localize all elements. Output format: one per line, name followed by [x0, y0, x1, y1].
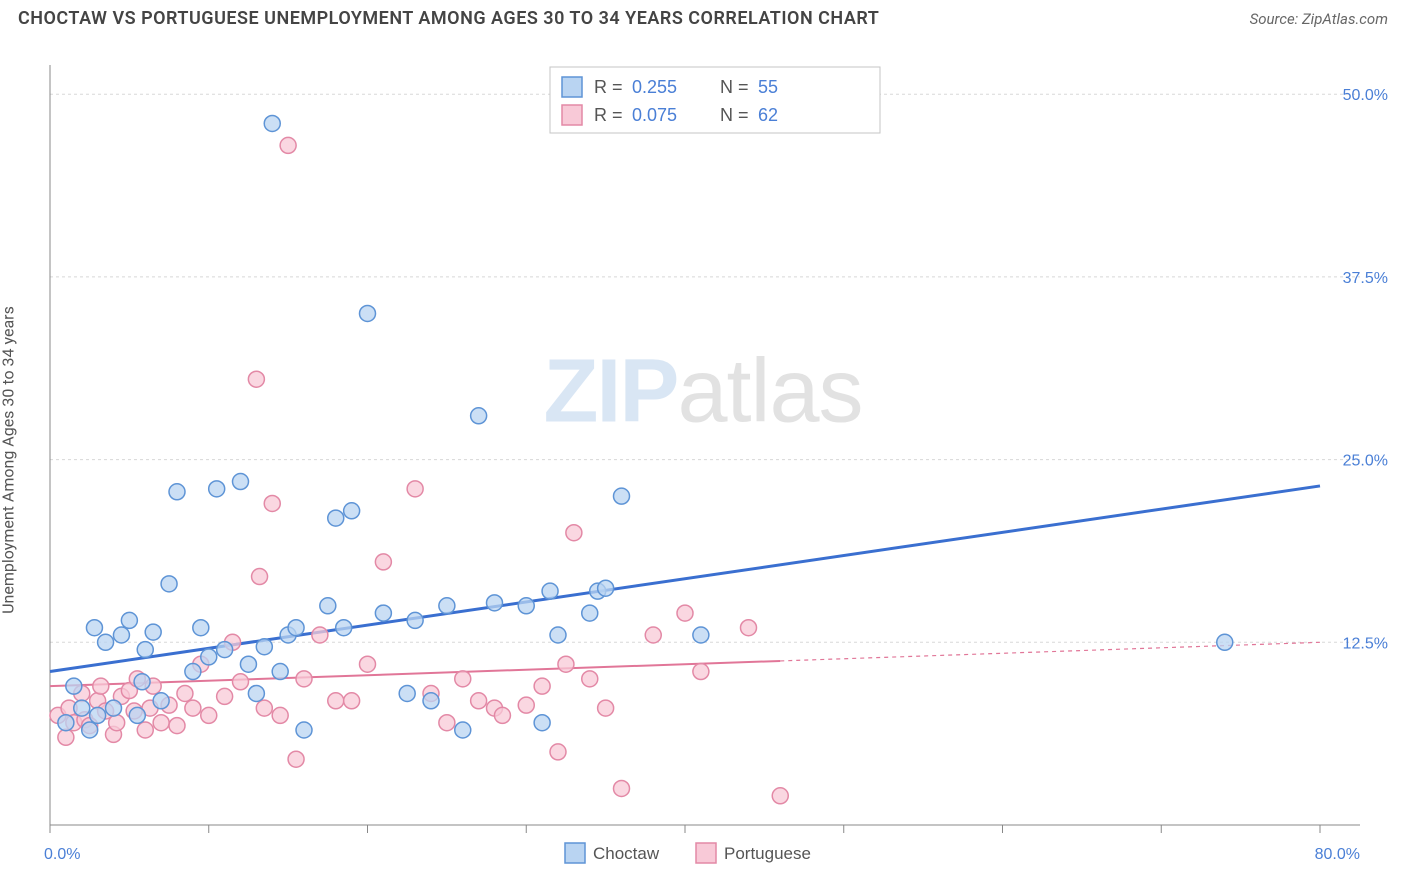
svg-text:25.0%: 25.0% [1343, 453, 1388, 470]
chart-area: Unemployment Among Ages 30 to 34 years 0… [0, 35, 1406, 885]
svg-text:Portuguese: Portuguese [724, 844, 811, 863]
svg-text:37.5%: 37.5% [1343, 270, 1388, 287]
svg-text:62: 62 [758, 105, 778, 125]
svg-text:R =: R = [594, 105, 623, 125]
svg-text:N =: N = [720, 77, 749, 97]
svg-text:R =: R = [594, 77, 623, 97]
svg-text:12.5%: 12.5% [1343, 635, 1388, 652]
svg-text:80.0%: 80.0% [1315, 846, 1360, 863]
scatter-plot: 0.0% 80.0% 12.5% 25.0% 37.5% 50.0% R = 0.255 N =… [0, 35, 1406, 885]
chart-header: CHOCTAW VS PORTUGUESE UNEMPLOYMENT AMONG… [0, 0, 1406, 35]
svg-text:0.0%: 0.0% [44, 846, 80, 863]
svg-text:Choctaw: Choctaw [593, 844, 660, 863]
svg-text:0.255: 0.255 [632, 77, 677, 97]
y-axis-label: Unemployment Among Ages 30 to 34 years [0, 306, 18, 614]
source-credit: Source: ZipAtlas.com [1250, 10, 1388, 28]
svg-text:0.075: 0.075 [632, 105, 677, 125]
chart-title: CHOCTAW VS PORTUGUESE UNEMPLOYMENT AMONG… [18, 8, 879, 29]
svg-text:50.0%: 50.0% [1343, 87, 1388, 104]
svg-text:N =: N = [720, 105, 749, 125]
svg-text:55: 55 [758, 77, 778, 97]
